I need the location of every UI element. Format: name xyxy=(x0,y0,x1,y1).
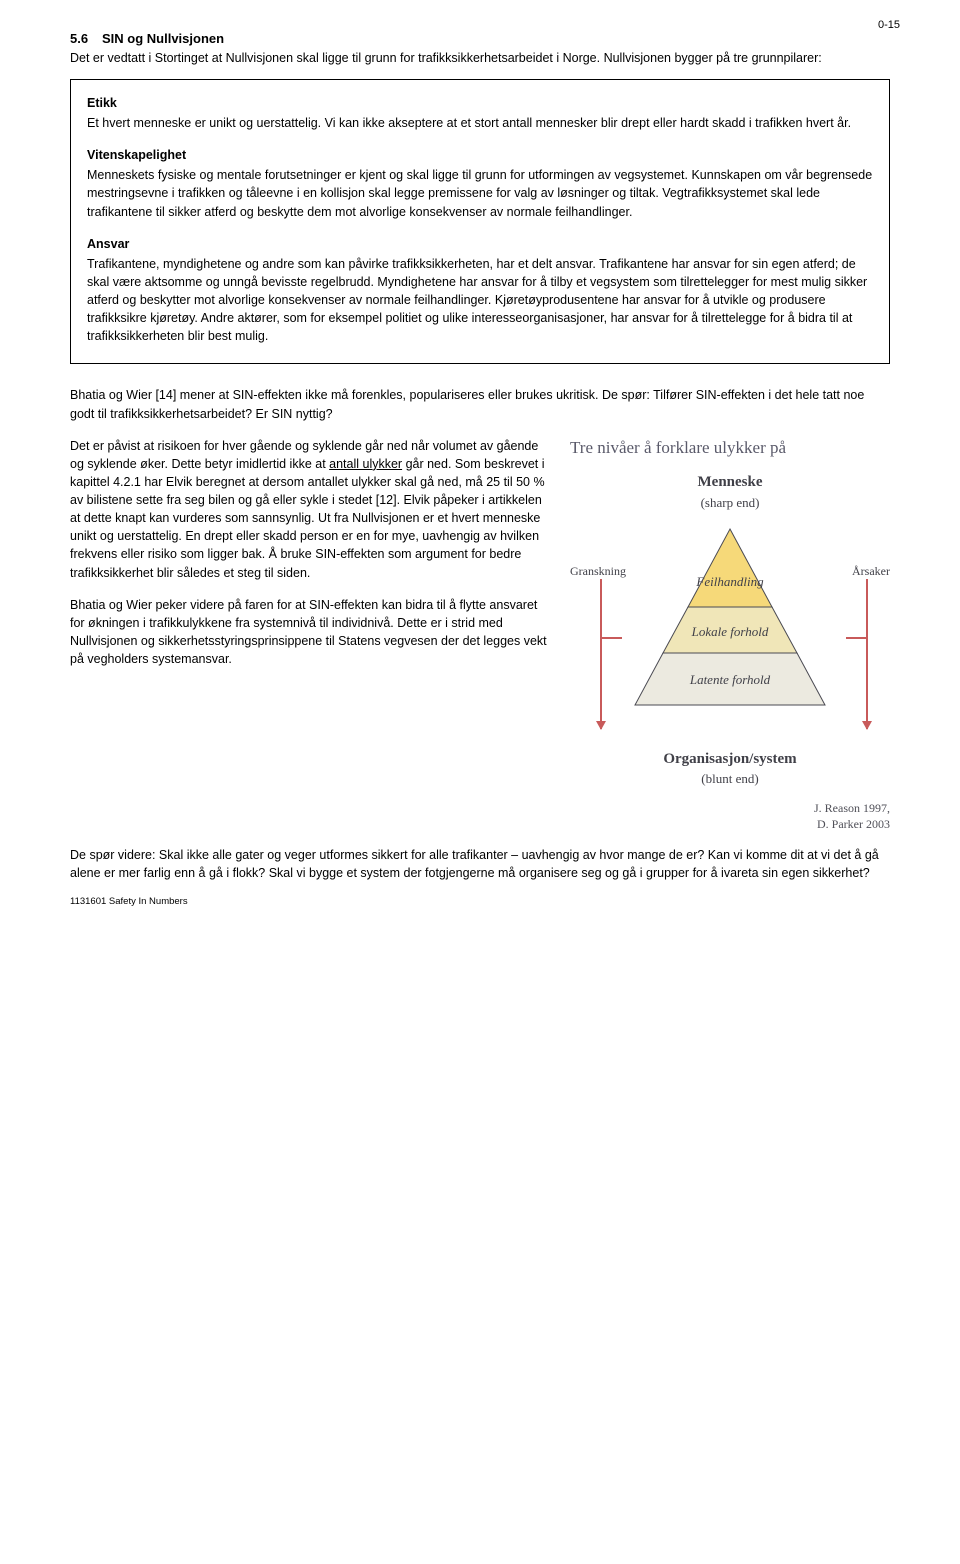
after-box-para: Bhatia og Wier [14] mener at SIN-effekte… xyxy=(70,386,890,422)
pyramid-figure: Tre nivåer å forklare ulykker på Mennesk… xyxy=(570,437,890,833)
figure-bottom-sub: (blunt end) xyxy=(570,770,890,789)
left-para-1: Det er påvist at risikoen for hver gåend… xyxy=(70,437,548,582)
pyramid-layer-2: Latente forhold xyxy=(650,671,810,690)
figure-credit: J. Reason 1997, D. Parker 2003 xyxy=(570,801,890,832)
vitenskap-text: Menneskets fysiske og mentale forutsetni… xyxy=(87,166,873,220)
section-intro: Det er vedtatt i Stortinget at Nullvisjo… xyxy=(70,49,890,67)
arrow-left-icon xyxy=(600,579,602,729)
pillars-box: Etikk Et hvert menneske er unikt og uers… xyxy=(70,79,890,365)
left-text-column: Det er påvist at risikoen for hver gåend… xyxy=(70,437,548,683)
figure-column: Tre nivåer å forklare ulykker på Mennesk… xyxy=(570,437,890,833)
figure-top-sub: (sharp end) xyxy=(570,494,890,513)
vitenskap-heading: Vitenskapelighet xyxy=(87,146,873,164)
arrow-right-icon xyxy=(866,579,868,729)
figure-bottom-label: Organisasjon/system xyxy=(570,749,890,771)
pyramid-layer-1: Lokale forhold xyxy=(650,623,810,642)
left-p1-underline: antall ulykker xyxy=(329,457,402,471)
pyramid-wrap: Granskning Årsaker Feilhandling Lokale f… xyxy=(570,521,890,741)
final-para: De spør videre: Skal ikke alle gater og … xyxy=(70,846,890,882)
section-heading-row: 5.6 SIN og Nullvisjonen xyxy=(70,30,890,49)
ansvar-heading: Ansvar xyxy=(87,235,873,253)
two-column-region: Det er påvist at risikoen for hver gåend… xyxy=(70,437,890,833)
page-number: 0-15 xyxy=(878,18,900,34)
etikk-heading: Etikk xyxy=(87,94,873,112)
side-label-right: Årsaker xyxy=(852,563,890,580)
left-p1b: går ned. Som beskrevet i kapittel 4.2.1 … xyxy=(70,457,545,580)
section-title: SIN og Nullvisjonen xyxy=(102,31,224,46)
ansvar-text: Trafikantene, myndighetene og andre som … xyxy=(87,255,873,346)
left-para-2: Bhatia og Wier peker videre på faren for… xyxy=(70,596,548,669)
credit-line-1: J. Reason 1997, xyxy=(814,801,890,815)
side-label-left: Granskning xyxy=(570,563,626,580)
section-number: 5.6 xyxy=(70,31,88,46)
credit-line-2: D. Parker 2003 xyxy=(817,817,890,831)
figure-title: Tre nivåer å forklare ulykker på xyxy=(570,437,890,458)
footer-text: 1131601 Safety In Numbers xyxy=(70,895,188,909)
figure-top-label: Menneske xyxy=(570,472,890,494)
etikk-text: Et hvert menneske er unikt og uerstattel… xyxy=(87,114,873,132)
pyramid-layer-0: Feilhandling xyxy=(650,573,810,592)
